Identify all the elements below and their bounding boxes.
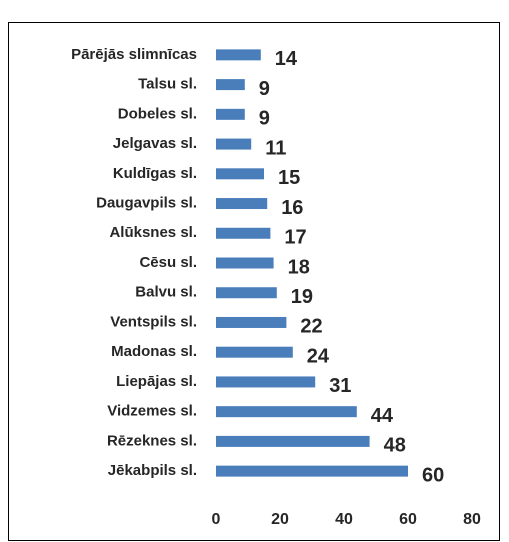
data-label: 18 — [288, 256, 310, 278]
data-label: 22 — [300, 316, 322, 338]
y-tick-label: Cēsu sl. — [139, 254, 197, 271]
bar — [216, 257, 274, 269]
bar — [216, 138, 252, 150]
bar — [216, 465, 408, 477]
data-label: 15 — [278, 167, 300, 189]
x-tick-label: 20 — [271, 511, 289, 528]
y-tick-label: Pārējās slimnīcas — [71, 46, 197, 63]
y-tick-label: Jēkabpils sl. — [108, 462, 197, 479]
bar — [216, 198, 268, 210]
bar — [216, 108, 245, 120]
bar — [216, 346, 293, 358]
x-tick-label: 40 — [335, 511, 353, 528]
data-label: 44 — [371, 405, 394, 427]
data-label: 17 — [284, 227, 306, 249]
y-tick-label: Vidzemes sl. — [107, 403, 197, 420]
data-label: 9 — [259, 78, 270, 100]
data-label: 11 — [265, 137, 286, 159]
data-label: 9 — [259, 108, 270, 130]
data-label: 19 — [291, 286, 313, 308]
bar — [216, 168, 264, 180]
y-tick-label: Jelgavas sl. — [113, 135, 197, 152]
x-tick-label: 80 — [463, 511, 481, 528]
chart-border — [8, 22, 500, 541]
y-tick-label: Alūksnes sl. — [109, 224, 197, 241]
y-tick-label: Rēzeknes sl. — [107, 432, 197, 449]
bar — [216, 287, 277, 299]
bar — [216, 227, 271, 239]
y-tick-label: Liepājas sl. — [116, 373, 197, 390]
y-tick-label: Ventspils sl. — [110, 313, 197, 330]
data-label: 24 — [307, 345, 330, 367]
y-tick-label: Daugavpils sl. — [96, 195, 197, 212]
bar — [216, 406, 357, 418]
x-tick-label: 0 — [212, 511, 221, 528]
data-label: 14 — [275, 48, 298, 70]
y-tick-label: Talsu sl. — [138, 76, 197, 93]
data-label: 16 — [281, 197, 303, 219]
bar — [216, 376, 316, 388]
y-tick-label: Balvu sl. — [135, 284, 197, 301]
bar — [216, 79, 245, 91]
y-tick-label: Kuldīgas sl. — [113, 165, 197, 182]
bar — [216, 435, 370, 447]
data-label: 31 — [329, 375, 351, 397]
bar — [216, 316, 287, 328]
bar — [216, 49, 261, 61]
data-label: 48 — [384, 435, 406, 457]
y-tick-label: Dobeles sl. — [118, 105, 197, 122]
x-tick-label: 60 — [399, 511, 417, 528]
data-label: 60 — [422, 464, 444, 486]
y-tick-label: Madonas sl. — [111, 343, 197, 360]
